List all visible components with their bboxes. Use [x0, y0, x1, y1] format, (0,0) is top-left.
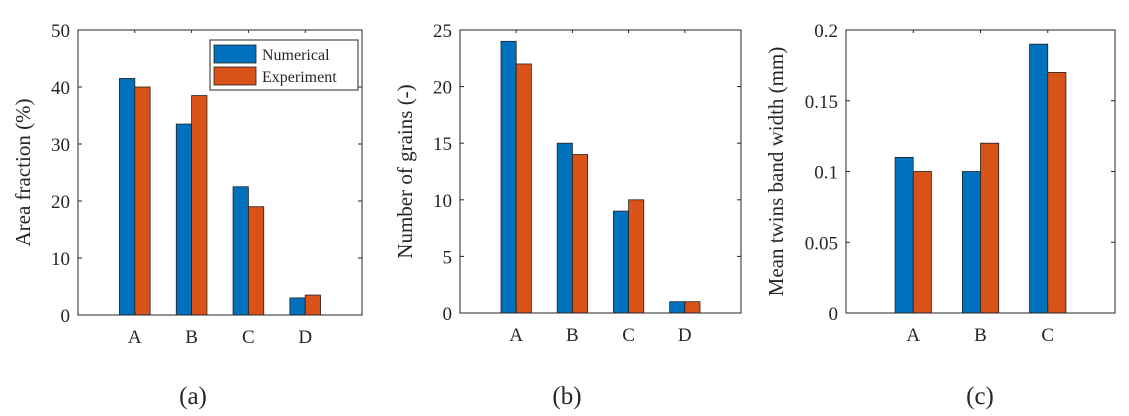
chart-panel-1: A B C D 0 10 20 30 40 50 Area fraction (%) (a) Numer… [11, 21, 363, 410]
bar-c-numerical [1029, 43, 1049, 314]
legend-swatch-numerical [213, 44, 257, 64]
bar-b-experiment [572, 154, 588, 314]
axes-box [77, 29, 363, 316]
y-tick-label: 15 [433, 134, 452, 155]
y-axis-label: Mean twins band width (mm) [764, 47, 788, 297]
bar-d-experiment [684, 301, 701, 314]
y-axis-label: Number of grains (-) [393, 84, 417, 258]
panel-label: (a) [179, 383, 207, 410]
legend-label-experiment: Experiment [262, 69, 337, 86]
bar-c-numerical [232, 186, 249, 316]
bar-d-numerical [669, 301, 686, 314]
panel-label: (c) [966, 383, 994, 410]
bar-a-experiment [134, 86, 151, 316]
y-tick-label: 25 [433, 21, 452, 42]
bar-b-numerical [961, 171, 981, 314]
y-tick-label: 0 [443, 304, 453, 325]
x-tick-label: D [678, 325, 692, 346]
bar-a-experiment [515, 63, 532, 314]
x-tick-label: C [622, 325, 635, 346]
y-tick-label: 0.05 [805, 233, 838, 254]
x-tick-label: A [128, 327, 142, 348]
panel-label: (b) [552, 383, 581, 410]
bar-b-experiment [980, 142, 1000, 314]
y-tick-label: 30 [51, 135, 70, 156]
y-tick-label: 20 [51, 192, 70, 213]
x-tick-label: A [906, 325, 920, 346]
bar-c-experiment [628, 199, 645, 314]
y-tick-label: 20 [433, 78, 452, 99]
x-tick-label: C [1041, 325, 1054, 346]
y-tick-label: 0 [829, 304, 839, 325]
y-tick-label: 10 [51, 249, 70, 270]
x-tick-label: B [566, 325, 579, 346]
bar-b-numerical [556, 142, 573, 314]
bar-b-numerical [175, 123, 192, 316]
chart-panel-2: A B C D 0 5 10 15 20 25 Number of grains (-) (b) [393, 21, 742, 410]
x-tick-label: B [185, 327, 198, 348]
bar-d-numerical [289, 297, 306, 316]
bar-d-experiment [304, 294, 321, 316]
x-tick-label: D [298, 327, 312, 348]
bar-a-experiment [912, 171, 932, 314]
y-tick-label: 0.1 [814, 163, 838, 184]
axes-box [459, 29, 742, 314]
x-tick-label: B [974, 325, 987, 346]
x-tick-label: C [242, 327, 255, 348]
legend: Numerical Experiment [209, 39, 359, 91]
x-tick-label: A [509, 325, 523, 346]
y-tick-label: 40 [51, 78, 70, 99]
legend-label-numerical: Numerical [262, 47, 330, 64]
axes-box [845, 29, 1116, 314]
bar-a-numerical [500, 40, 517, 314]
bar-c-experiment [247, 206, 265, 316]
y-tick-label: 5 [443, 247, 453, 268]
y-tick-label: 10 [433, 191, 452, 212]
bar-c-numerical [613, 210, 629, 314]
bar-a-numerical [119, 78, 136, 316]
y-tick-label: 0 [61, 306, 71, 327]
y-tick-label: 50 [51, 21, 70, 42]
bar-a-numerical [894, 156, 914, 314]
bar-c-experiment [1047, 72, 1067, 314]
y-axis-label: Area fraction (%) [11, 98, 35, 246]
y-tick-label: 0.15 [805, 92, 838, 113]
y-tick-label: 0.2 [814, 21, 838, 42]
bar-b-experiment [191, 95, 208, 316]
legend-swatch-experiment [213, 66, 257, 86]
chart-panel-3: A B C 0 0.05 0.1 0.15 0.2 Mean twins band width … [764, 21, 1116, 410]
